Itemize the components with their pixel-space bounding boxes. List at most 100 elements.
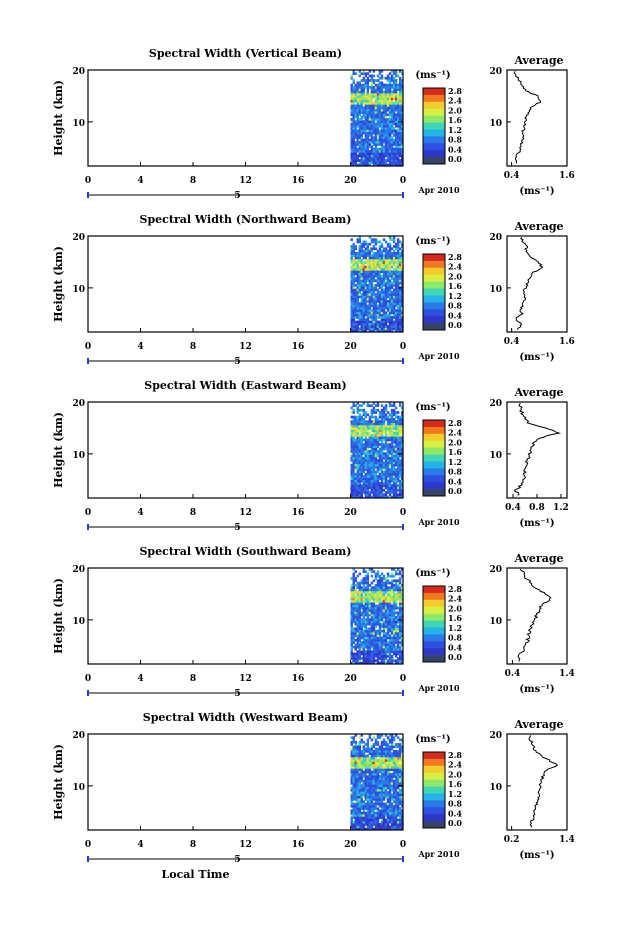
heatmap-cell (367, 575, 369, 578)
colorbar-segment (423, 254, 445, 261)
colorbar-segment (423, 136, 445, 143)
heatmap-cell (353, 409, 355, 412)
heatmap-cell (369, 600, 371, 603)
colorbar-segment (423, 455, 445, 462)
heatmap-cell (381, 75, 383, 78)
average-y-tick-label: 10 (489, 617, 502, 627)
heatmap-cells (351, 402, 404, 498)
heatmap-cells (351, 568, 404, 664)
average-x-tick-label: 0.4 (504, 337, 520, 347)
colorbar-segment (423, 461, 445, 468)
x-tick-label: 4 (137, 674, 143, 684)
heatmap-cell (397, 243, 399, 246)
colorbar-segment (423, 323, 445, 330)
colorbar-segment (423, 489, 445, 496)
colorbar-segment (423, 275, 445, 282)
heatmap-cell (389, 243, 391, 246)
colorbar-segment (423, 482, 445, 489)
heatmap-cell (393, 575, 395, 578)
colorbar-segment (423, 420, 445, 427)
heatmap-cell (377, 741, 379, 744)
colorbar-segment (423, 309, 445, 316)
x-tick-label: 0 (400, 342, 406, 352)
x-tick-label: 20 (344, 342, 357, 352)
average-title: Average (513, 220, 563, 233)
heatmap-cell (383, 798, 385, 801)
panel-3: Spectral Width (Eastward Beam)1020Height… (52, 379, 569, 533)
heatmap-cell (391, 573, 393, 576)
average-x-tick-label: 0.4 (505, 669, 521, 679)
panel-4: Spectral Width (Southward Beam)1020Heigh… (52, 545, 575, 699)
heatmap-cell (363, 648, 365, 651)
heatmap-cells (351, 734, 404, 830)
heatmap-cell (351, 648, 353, 651)
average-x-tick-label: 1.6 (559, 337, 575, 347)
heatmap-cell (371, 134, 373, 137)
heatmap-cell (361, 118, 363, 121)
colorbar-segment (423, 109, 445, 116)
panel-1: Spectral Width (Vertical Beam)1020Height… (52, 47, 575, 201)
x-tick-label: 0 (400, 176, 406, 186)
heatmap-cell (395, 79, 397, 82)
colorbar-tick-label: 0.0 (448, 154, 462, 164)
heatmap-cell (367, 81, 369, 84)
date-label: Apr 2010 (417, 683, 460, 693)
colorbar-segment (423, 441, 445, 448)
heatmap-cells (351, 70, 404, 166)
heatmap-cell (359, 616, 361, 619)
heatmap-cell (375, 243, 377, 246)
colorbar-segment (423, 600, 445, 607)
heatmap-cell (369, 648, 371, 651)
colorbar-tick-label: 1.6 (448, 613, 462, 623)
heatmap-cell (395, 482, 397, 485)
heatmap-cell (395, 602, 397, 605)
average-title: Average (513, 386, 563, 399)
heatmap-cell (393, 418, 395, 421)
x-tick-label: 16 (292, 674, 305, 684)
x-tick-label: 16 (292, 176, 305, 186)
colorbar-tick-label: 2.4 (448, 594, 462, 604)
heatmap-cell (393, 238, 395, 241)
heatmap-cell (381, 450, 383, 453)
x-tick-label: 0 (85, 674, 91, 684)
average-title: Average (513, 54, 563, 67)
colorbar-segment (423, 475, 445, 482)
panel-title: Spectral Width (Southward Beam) (139, 545, 351, 558)
heatmap-cell (387, 573, 389, 576)
heatmap-cell (355, 247, 357, 250)
heatmap-cell (365, 241, 367, 244)
heatmap-cell (359, 238, 361, 241)
heatmap-cells (351, 236, 404, 332)
heatmap-cell (391, 655, 393, 658)
panel-2: Spectral Width (Northward Beam)1020Heigh… (52, 213, 575, 367)
panel-5: Spectral Width (Westward Beam)1020Height… (52, 711, 575, 865)
heatmap-cell (379, 632, 381, 635)
heatmap-cell (369, 252, 371, 255)
heatmap-cell (377, 418, 379, 421)
heatmap-cell (367, 88, 369, 91)
heatmap-cell (399, 434, 401, 437)
heatmap-cell (375, 416, 377, 419)
colorbar-unit: (ms⁻¹) (415, 402, 450, 413)
average-title: Average (513, 552, 563, 565)
colorbar-segment (423, 468, 445, 475)
colorbar-segment (423, 123, 445, 130)
colorbar-unit: (ms⁻¹) (415, 70, 450, 81)
heatmap-cell (353, 736, 355, 739)
x-tick-label: 20 (344, 508, 357, 518)
heatmap-cell (363, 418, 365, 421)
colorbar-tick-label: 2.8 (448, 418, 462, 428)
heatmap-cell (397, 72, 399, 75)
colorbar-segment (423, 593, 445, 600)
heatmap-cell (399, 579, 401, 582)
x-tick-label: 16 (292, 342, 305, 352)
average-frame (507, 568, 567, 664)
x-tick-label: 12 (239, 176, 252, 186)
colorbar-tick-label: 2.4 (448, 428, 462, 438)
colorbar-segment (423, 641, 445, 648)
heatmap-cell (387, 411, 389, 414)
average-x-label: (ms⁻¹) (519, 186, 554, 197)
y-tick-label: 20 (72, 67, 85, 77)
heatmap-cell (397, 284, 399, 287)
